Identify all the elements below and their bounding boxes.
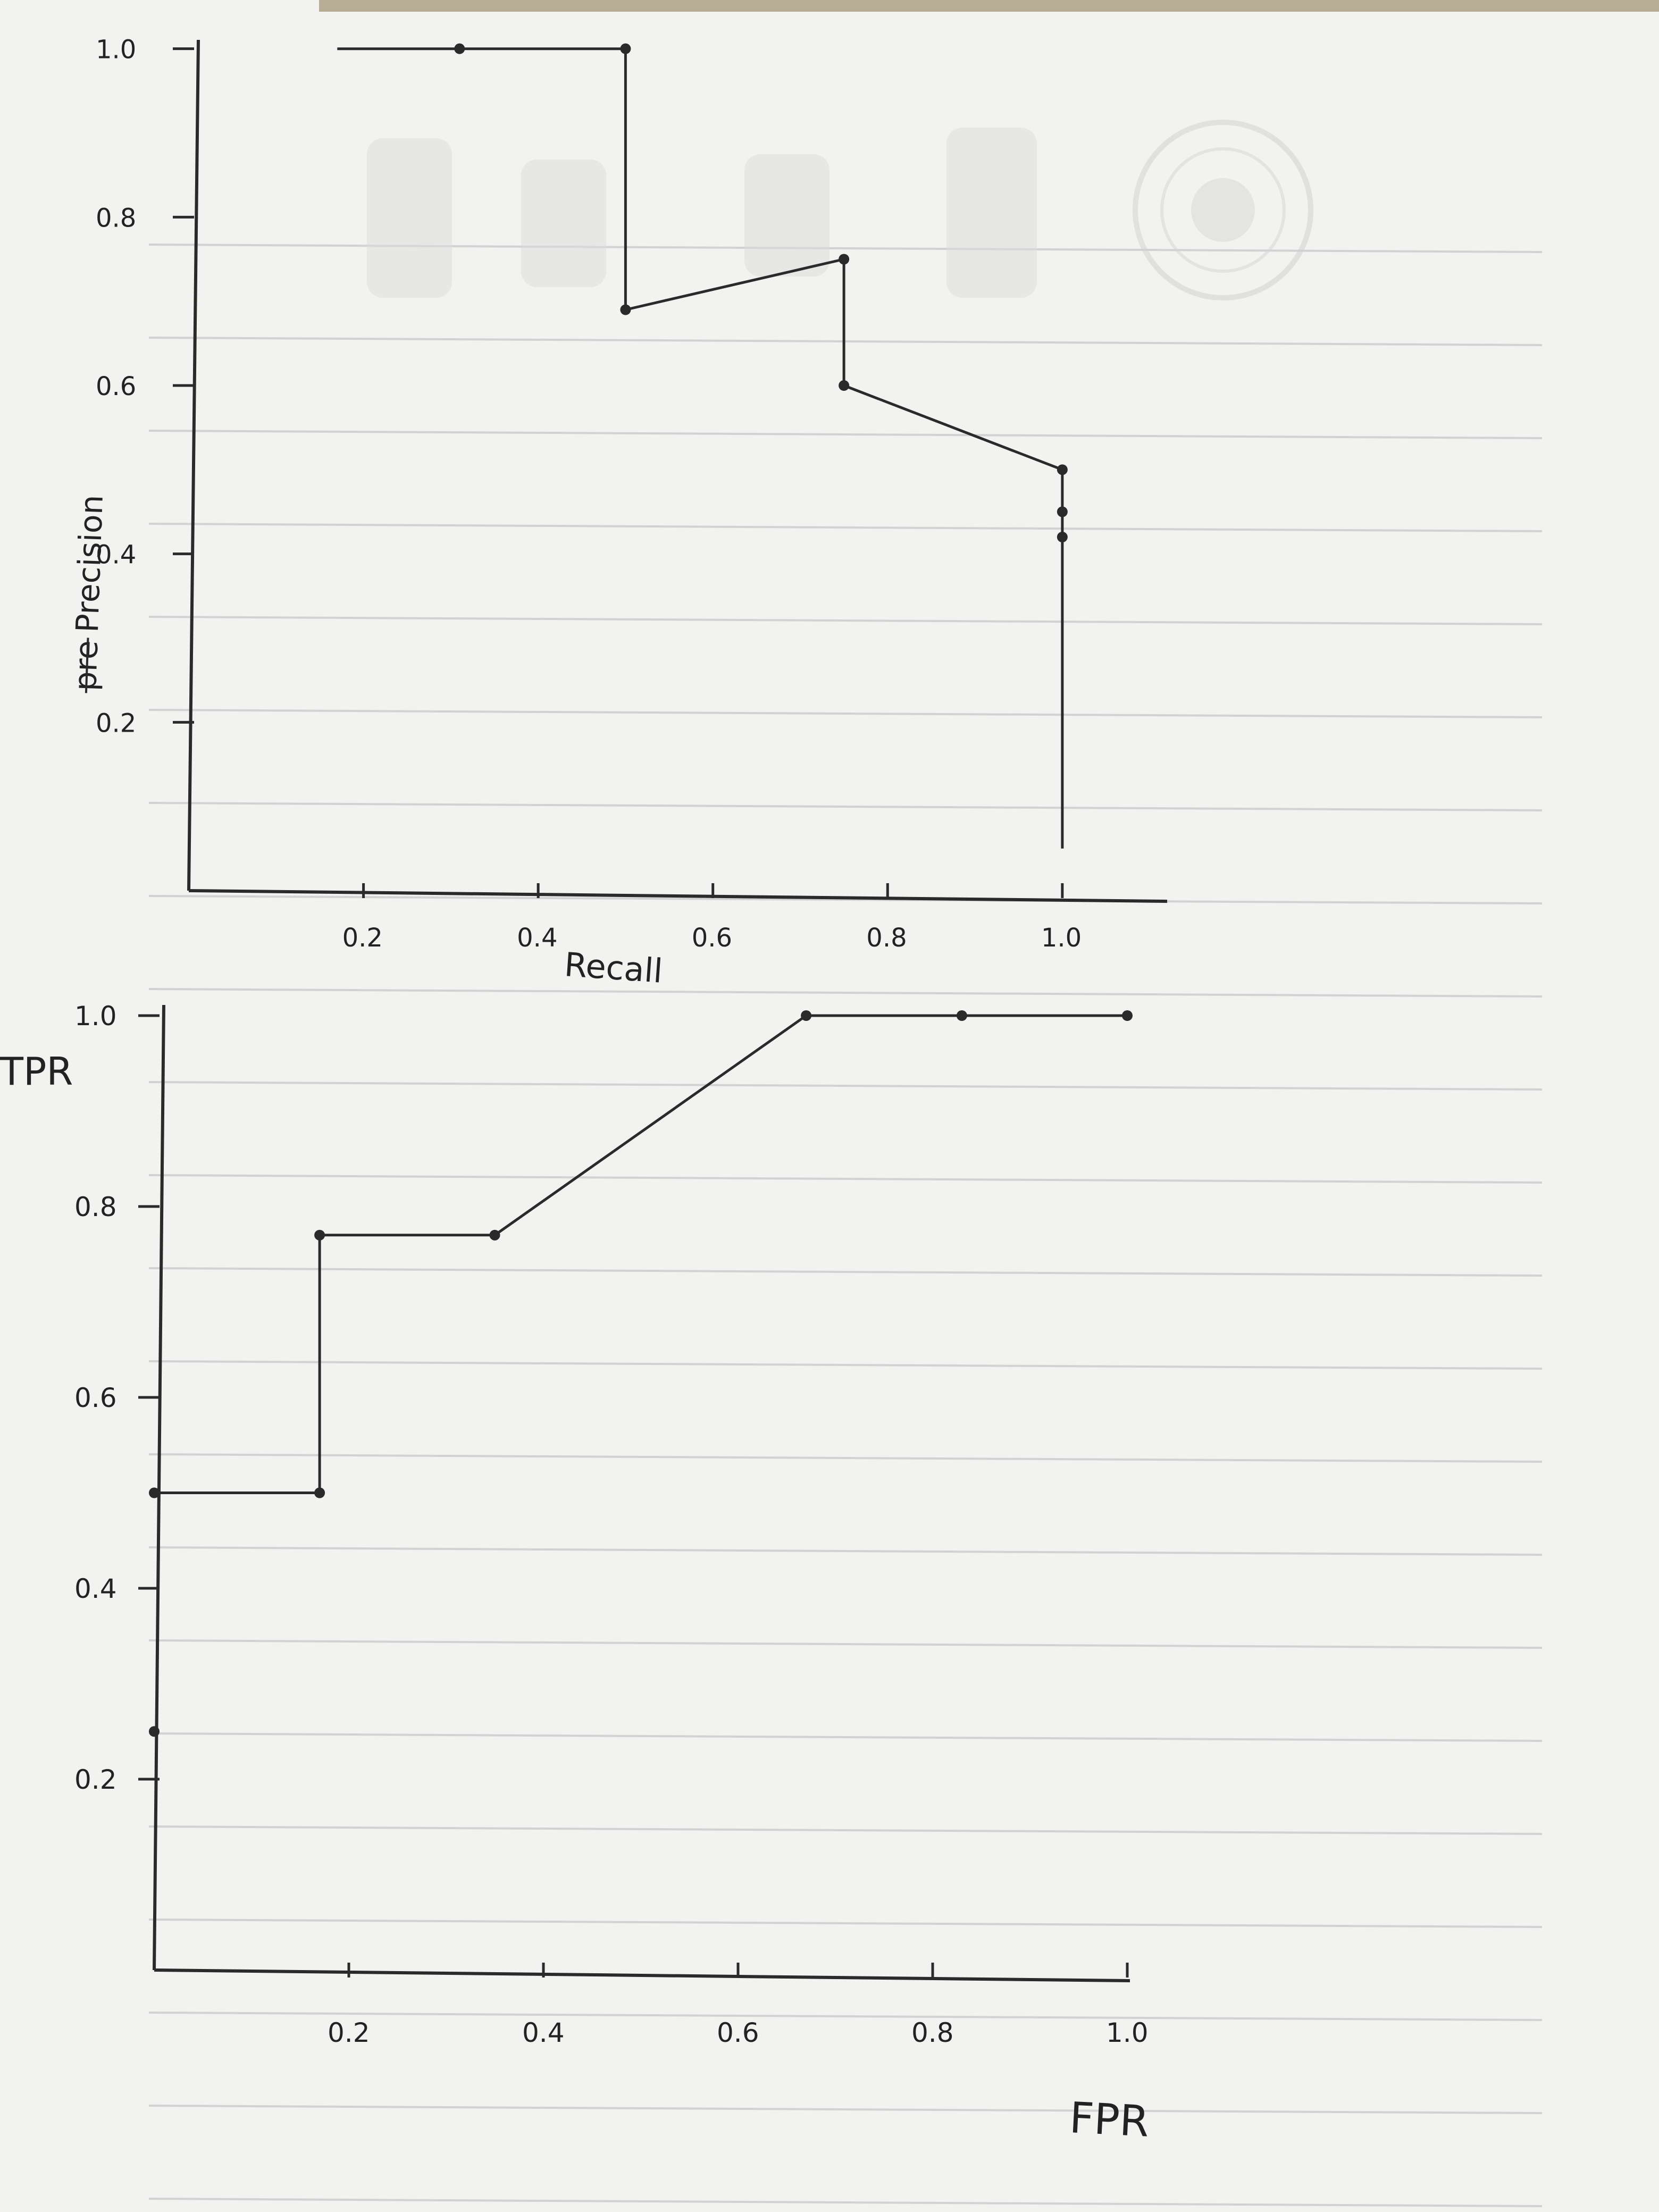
- data-point: [620, 304, 631, 315]
- ruled-line: [148, 895, 1543, 904]
- ruled-line: [148, 1267, 1543, 1277]
- ruled-line: [148, 1825, 1543, 1835]
- x-tick-label: 0.4: [517, 923, 557, 953]
- data-point: [801, 1010, 812, 1021]
- ruled-line: [148, 1546, 1543, 1556]
- ruled-line: [148, 1081, 1543, 1091]
- ruled-line: [148, 1360, 1543, 1370]
- x-tick-label: 1.0: [1106, 2017, 1149, 2048]
- chart1-strike-through: [85, 638, 89, 693]
- data-point: [1122, 1010, 1133, 1021]
- ruled-line: [148, 1918, 1543, 1928]
- paper-top-edge-shadow: [319, 0, 1659, 12]
- chart2-x-axis-label: FPR: [1068, 2093, 1151, 2147]
- y-tick-label: 1.0: [96, 35, 136, 65]
- ruled-line: [148, 1453, 1543, 1463]
- chart1-markers: [454, 43, 1068, 542]
- ruled-line: [148, 616, 1543, 625]
- y-tick-label: 0.2: [96, 708, 136, 738]
- x-tick-label: 0.4: [522, 2017, 565, 2048]
- data-point: [489, 1229, 500, 1241]
- chart2-axes: [153, 1004, 1130, 1982]
- x-tick-label: 0.8: [911, 2017, 954, 2048]
- x-tick-label: 0.6: [692, 923, 732, 953]
- x-tick-label: 0.8: [866, 923, 907, 953]
- x-axis-line: [154, 1968, 1130, 1982]
- y-tick-label: 0.6: [74, 1382, 117, 1413]
- x-tick-label: 0.6: [717, 2017, 759, 2048]
- y-tick-label: 0.8: [96, 203, 136, 233]
- y-tick-label: 0.4: [96, 540, 136, 570]
- data-point: [314, 1487, 325, 1498]
- data-point: [454, 43, 465, 54]
- ruled-line: [148, 1639, 1543, 1649]
- data-point: [1057, 464, 1068, 475]
- ruled-line: [148, 337, 1543, 346]
- data-point: [956, 1010, 967, 1021]
- watermark-seal: [367, 120, 1313, 300]
- precision-recall-chart: 0.2 0.4 0.6 0.8 1.0 0.2 0.4 0.6 0.8 1.0 Recall pr…: [67, 35, 1168, 991]
- ruled-lines: [148, 244, 1543, 2207]
- data-point: [1057, 532, 1068, 542]
- ruled-line: [148, 2105, 1543, 2114]
- chart2-markers: [149, 1010, 1133, 1737]
- x-tick-label: 0.2: [328, 2017, 370, 2048]
- series-line: [154, 1014, 1127, 1494]
- ruled-line: [148, 2198, 1543, 2207]
- chart1-x-axis-label: Recall: [563, 945, 664, 991]
- chart2-y-axis-label: TPR: [0, 1049, 73, 1094]
- y-tick-label: 0.8: [74, 1192, 117, 1222]
- ruled-line: [148, 709, 1543, 718]
- data-point: [149, 1487, 160, 1498]
- ruled-line: [148, 1174, 1543, 1184]
- data-point: [839, 254, 850, 265]
- chart2-ticks: 0.2 0.4 0.6 0.8 1.0 0.2 0.4 0.6 0.8 1.0: [74, 1001, 1149, 2048]
- data-point: [839, 380, 850, 391]
- data-point: [1057, 506, 1068, 517]
- chart1-axes: [187, 39, 1168, 903]
- data-point: [314, 1229, 325, 1241]
- data-point: [620, 43, 631, 54]
- chart1-y-axis-label-group: pre Precision: [67, 495, 110, 693]
- y-tick-label: 1.0: [74, 1001, 117, 1032]
- x-tick-label: 1.0: [1041, 923, 1082, 953]
- ruled-line: [148, 430, 1543, 439]
- y-axis-line: [187, 39, 200, 891]
- ruled-line: [148, 523, 1543, 532]
- ruled-line: [148, 988, 1543, 998]
- chart1-y-axis-label: Precision: [69, 495, 110, 633]
- data-point: [149, 1726, 160, 1737]
- y-axis-line: [153, 1004, 165, 1971]
- y-tick-label: 0.6: [96, 372, 136, 401]
- ruled-line: [148, 802, 1543, 811]
- ruled-line: [148, 2012, 1543, 2021]
- ruled-line: [148, 1732, 1543, 1742]
- roc-chart: 0.2 0.4 0.6 0.8 1.0 0.2 0.4 0.6 0.8 1.0 FPR TPR: [0, 1001, 1151, 2147]
- y-tick-label: 0.2: [74, 1764, 117, 1795]
- x-tick-label: 0.2: [342, 923, 383, 953]
- chart1-ticks: 0.2 0.4 0.6 0.8 1.0 0.2 0.4 0.6 0.8 1.0: [96, 35, 1082, 953]
- x-axis-line: [188, 889, 1168, 903]
- chart2-series-line: [154, 1014, 1127, 1494]
- y-tick-label: 0.4: [74, 1573, 117, 1604]
